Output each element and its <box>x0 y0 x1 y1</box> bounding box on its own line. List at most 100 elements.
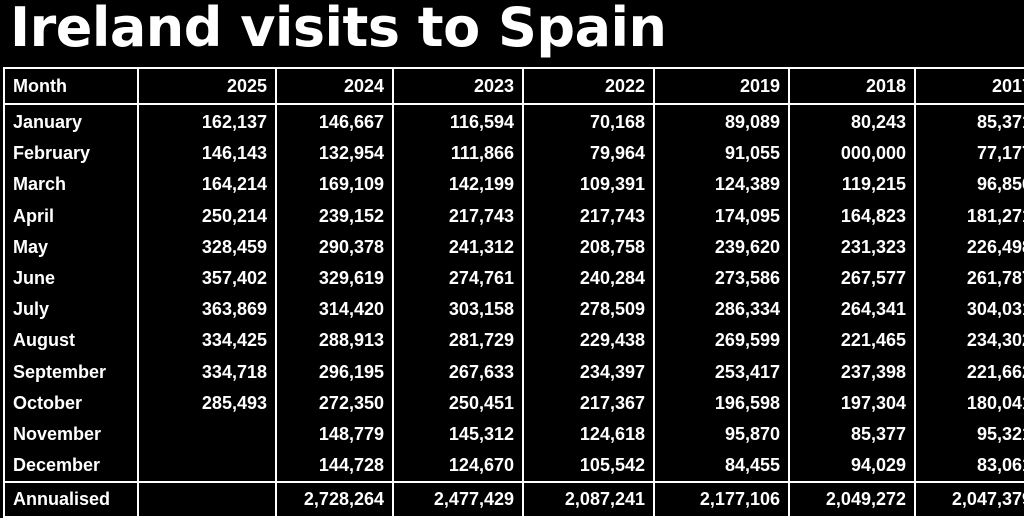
value-cell: 261,787 <box>914 262 1024 295</box>
value-cell: 162,137 <box>137 104 277 139</box>
value-cell: 96,856 <box>914 169 1024 201</box>
value-cell: 111,866 <box>392 138 524 170</box>
value-cell: 334,425 <box>137 325 277 357</box>
column-header-month: Month <box>3 67 139 105</box>
annualised-value <box>137 481 277 518</box>
value-cell: 334,718 <box>137 356 277 388</box>
value-cell: 285,493 <box>137 387 277 419</box>
annualised-value: 2,728,264 <box>275 481 394 518</box>
value-cell: 231,323 <box>788 231 916 263</box>
table-row: February 146,143 132,954 111,866 79,964 91,05… <box>3 138 1024 170</box>
value-cell: 208,758 <box>522 231 655 263</box>
value-cell: 304,031 <box>914 294 1024 326</box>
value-cell: 237,398 <box>788 356 916 388</box>
value-cell: 145,312 <box>392 418 524 451</box>
value-cell: 278,509 <box>522 294 655 326</box>
value-cell: 95,321 <box>914 418 1024 451</box>
annualised-value: 2,049,272 <box>788 481 916 518</box>
value-cell: 116,594 <box>392 104 524 139</box>
value-cell: 84,455 <box>653 450 790 483</box>
column-header-year: 2022 <box>522 67 655 105</box>
table-row: June 357,402 329,619 274,761 240,284 273,586 2… <box>3 262 1024 295</box>
page-title: Ireland visits to Spain <box>10 0 667 59</box>
table-row: August 334,425 288,913 281,729 229,438 269,59… <box>3 325 1024 357</box>
table-header: Month2025202420232022201920182017 <box>3 67 1024 105</box>
table-row: July 363,869 314,420 303,158 278,509 286,334 2… <box>3 294 1024 326</box>
visits-table: Month2025202420232022201920182017 Januar… <box>3 67 1024 518</box>
table-row: March 164,214 169,109 142,199 109,391 124,389… <box>3 169 1024 201</box>
value-cell: 79,964 <box>522 138 655 170</box>
month-cell: May <box>3 231 139 263</box>
value-cell: 241,312 <box>392 231 524 263</box>
value-cell: 124,618 <box>522 418 655 451</box>
value-cell: 272,350 <box>275 387 394 419</box>
table-body: January 162,137 146,667 116,594 70,168 89,089… <box>3 104 1024 483</box>
value-cell: 267,577 <box>788 262 916 295</box>
value-cell: 109,391 <box>522 169 655 201</box>
value-cell: 217,743 <box>522 200 655 232</box>
value-cell: 303,158 <box>392 294 524 326</box>
month-cell: January <box>3 104 139 139</box>
value-cell: 70,168 <box>522 104 655 139</box>
value-cell: 264,341 <box>788 294 916 326</box>
value-cell: 91,055 <box>653 138 790 170</box>
value-cell: 221,662 <box>914 356 1024 388</box>
value-cell: 234,397 <box>522 356 655 388</box>
value-cell: 119,215 <box>788 169 916 201</box>
annualised-row: Annualised 2,728,264 2,477,429 2,087,241 2,1… <box>3 481 1024 518</box>
value-cell: 164,823 <box>788 200 916 232</box>
month-cell: March <box>3 169 139 201</box>
month-cell: September <box>3 356 139 388</box>
value-cell: 363,869 <box>137 294 277 326</box>
value-cell: 000,000 <box>788 138 916 170</box>
month-cell: August <box>3 325 139 357</box>
value-cell: 148,779 <box>275 418 394 451</box>
table-footer: Annualised 2,728,264 2,477,429 2,087,241 2,1… <box>3 481 1024 518</box>
table-row: December 144,728 124,670 105,542 84,455 94,02… <box>3 450 1024 483</box>
value-cell: 290,378 <box>275 231 394 263</box>
month-cell: December <box>3 450 139 483</box>
value-cell: 250,214 <box>137 200 277 232</box>
value-cell: 197,304 <box>788 387 916 419</box>
value-cell: 77,177 <box>914 138 1024 170</box>
value-cell: 124,389 <box>653 169 790 201</box>
header-row: Month2025202420232022201920182017 <box>3 67 1024 105</box>
annualised-value: 2,047,379 <box>914 481 1024 518</box>
month-cell: October <box>3 387 139 419</box>
value-cell: 328,459 <box>137 231 277 263</box>
month-cell: April <box>3 200 139 232</box>
value-cell: 267,633 <box>392 356 524 388</box>
value-cell: 146,143 <box>137 138 277 170</box>
value-cell: 229,438 <box>522 325 655 357</box>
month-cell: February <box>3 138 139 170</box>
annualised-value: 2,477,429 <box>392 481 524 518</box>
value-cell: 105,542 <box>522 450 655 483</box>
annualised-label: Annualised <box>3 481 139 518</box>
value-cell: 357,402 <box>137 262 277 295</box>
value-cell: 273,586 <box>653 262 790 295</box>
column-header-year: 2023 <box>392 67 524 105</box>
value-cell: 181,271 <box>914 200 1024 232</box>
table-row: September 334,718 296,195 267,633 234,397 253… <box>3 356 1024 388</box>
value-cell: 281,729 <box>392 325 524 357</box>
annualised-value: 2,177,106 <box>653 481 790 518</box>
table-row: May 328,459 290,378 241,312 208,758 239,620 23… <box>3 231 1024 263</box>
table-row: November 148,779 145,312 124,618 95,870 85,37… <box>3 418 1024 451</box>
column-header-year: 2019 <box>653 67 790 105</box>
value-cell: 89,089 <box>653 104 790 139</box>
value-cell: 85,377 <box>788 418 916 451</box>
value-cell: 144,728 <box>275 450 394 483</box>
column-header-year: 2018 <box>788 67 916 105</box>
month-cell: June <box>3 262 139 295</box>
month-cell: July <box>3 294 139 326</box>
value-cell: 180,041 <box>914 387 1024 419</box>
value-cell: 314,420 <box>275 294 394 326</box>
table-row: April 250,214 239,152 217,743 217,743 174,095… <box>3 200 1024 232</box>
value-cell: 85,371 <box>914 104 1024 139</box>
table-row: January 162,137 146,667 116,594 70,168 89,089… <box>3 104 1024 139</box>
value-cell: 240,284 <box>522 262 655 295</box>
value-cell: 196,598 <box>653 387 790 419</box>
value-cell: 234,302 <box>914 325 1024 357</box>
month-cell: November <box>3 418 139 451</box>
value-cell: 83,061 <box>914 450 1024 483</box>
